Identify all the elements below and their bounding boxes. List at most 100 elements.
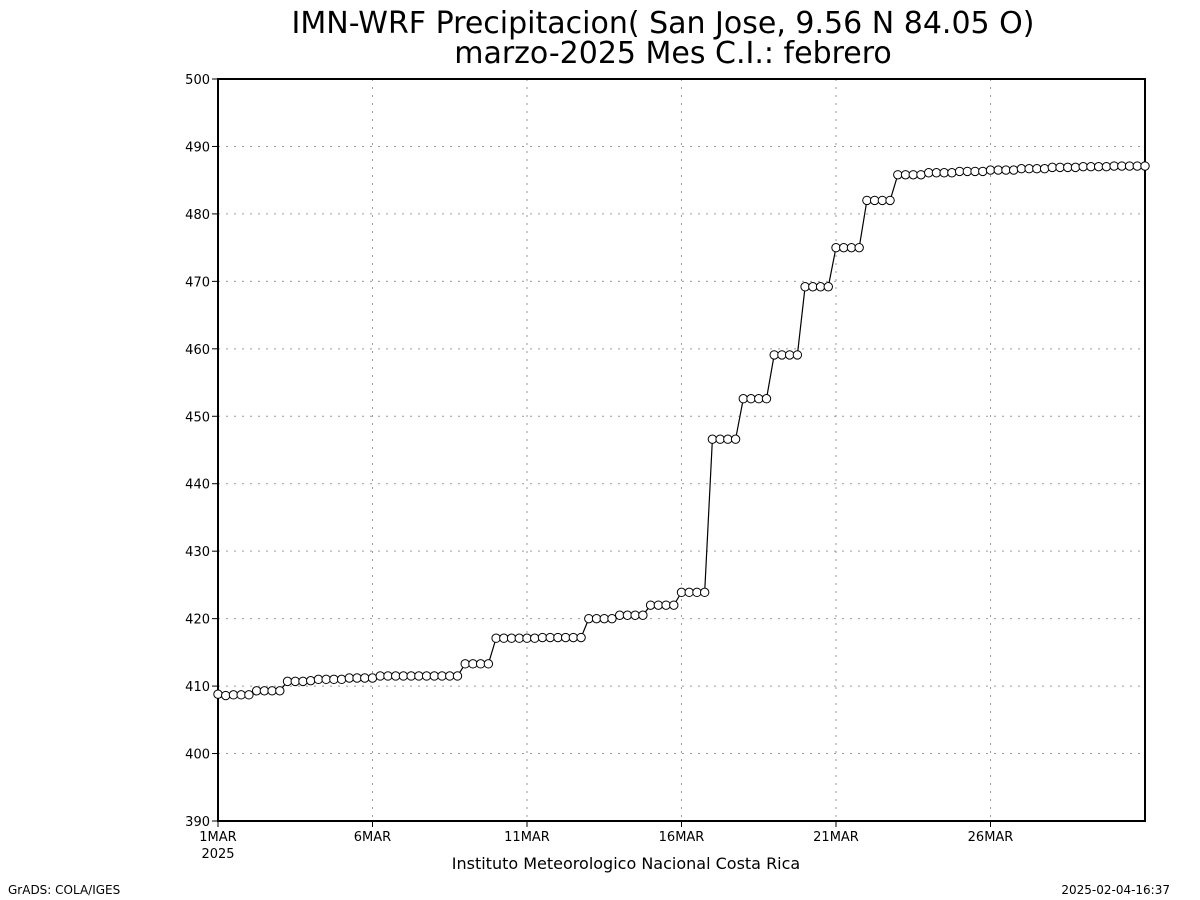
data-point [1140, 161, 1150, 171]
data-point [730, 434, 741, 444]
data-point [1070, 162, 1081, 173]
y-tick-label: 410 [185, 680, 210, 695]
data-point [692, 587, 702, 598]
x-axis: 1MAR 6MAR 11MAR 16MAR 21MAR 26MAR [199, 821, 1013, 845]
data-point [622, 610, 633, 620]
data-point [545, 632, 555, 643]
x-tick-label: 1MAR [199, 830, 236, 845]
data-point [1008, 165, 1019, 175]
data-point [699, 587, 710, 598]
data-point [1024, 164, 1034, 174]
data-point [1086, 161, 1096, 172]
x-year-label: 2025 [201, 847, 234, 862]
data-point [228, 690, 239, 700]
data-point [862, 195, 872, 206]
x-tick-label: 26MAR [968, 830, 1014, 845]
data-point [390, 671, 401, 681]
x-tick-label: 11MAR [504, 830, 550, 845]
data-point [854, 242, 864, 253]
data-point [275, 686, 285, 696]
data-point [1055, 162, 1065, 173]
data-point [970, 166, 980, 177]
data-point [599, 613, 609, 624]
data-point [367, 673, 378, 683]
data-point [885, 195, 895, 206]
data-point [506, 633, 517, 643]
data-point [530, 633, 540, 643]
data-point [738, 394, 748, 404]
data-point [437, 671, 447, 681]
data-point [360, 673, 370, 683]
data-point [993, 165, 1003, 175]
chart-title: IMN-WRF Precipitacion( San Jose, 9.56 N … [292, 6, 1035, 41]
timestamp: 2025-02-04-16:37 [1061, 883, 1170, 897]
data-point [1101, 161, 1112, 172]
y-tick-label: 460 [185, 343, 210, 358]
data-point [877, 195, 888, 206]
data-point [1117, 161, 1127, 171]
data-point [1109, 161, 1119, 171]
data-point [846, 242, 857, 253]
data-point [924, 168, 934, 178]
data-point [236, 690, 246, 700]
data-point [978, 166, 988, 177]
x-tick-label: 21MAR [813, 830, 859, 845]
data-point [298, 676, 308, 687]
data-point [1016, 164, 1027, 174]
data-point [267, 686, 277, 696]
data-point [823, 282, 833, 292]
institution-label: Instituto Meteorologico Nacional Costa R… [452, 854, 800, 873]
data-point [777, 350, 787, 360]
data-point [475, 659, 486, 669]
data-point [553, 632, 563, 643]
data-point [684, 587, 694, 598]
y-tick-label: 430 [185, 545, 210, 560]
grads-credit: GrADS: COLA/IGES [8, 883, 120, 897]
data-point [560, 632, 571, 643]
data-point [784, 350, 795, 360]
data-point [1124, 161, 1135, 171]
data-point [947, 168, 957, 178]
data-point [398, 671, 409, 681]
data-point [1047, 162, 1058, 173]
data-point [939, 168, 949, 178]
data-point [329, 674, 339, 685]
x-tick-label: 6MAR [354, 830, 391, 845]
data-point [352, 673, 362, 683]
data-point [630, 610, 640, 620]
data-point [421, 671, 432, 681]
x-tick-label: 16MAR [659, 830, 705, 845]
data-point [514, 633, 524, 643]
data-point [499, 633, 509, 643]
data-point [383, 671, 393, 681]
data-point [344, 673, 355, 683]
data-point [445, 671, 455, 681]
data-point [483, 659, 494, 669]
data-point [1093, 161, 1104, 172]
data-point [251, 686, 262, 696]
data-point [962, 166, 973, 177]
y-tick-label: 440 [185, 478, 210, 493]
data-point [221, 690, 231, 701]
data-point [522, 633, 532, 643]
data-point [893, 170, 903, 180]
data-point [715, 434, 725, 444]
data-point [723, 434, 733, 444]
y-tick-label: 400 [185, 748, 210, 763]
data-point [336, 674, 347, 685]
data-point [900, 170, 911, 180]
data-point [669, 600, 679, 610]
data-point [985, 165, 996, 175]
grid-lines [218, 79, 1145, 821]
data-point [576, 632, 586, 643]
data-point [537, 632, 548, 643]
data-point [808, 282, 818, 292]
data-point [406, 671, 416, 681]
data-point [792, 350, 803, 360]
data-point [916, 170, 926, 180]
chart-subtitle: marzo-2025 Mes C.I.: febrero [454, 36, 892, 71]
data-point [754, 394, 764, 404]
series-precipitation [213, 161, 1150, 701]
data-point [321, 674, 331, 685]
